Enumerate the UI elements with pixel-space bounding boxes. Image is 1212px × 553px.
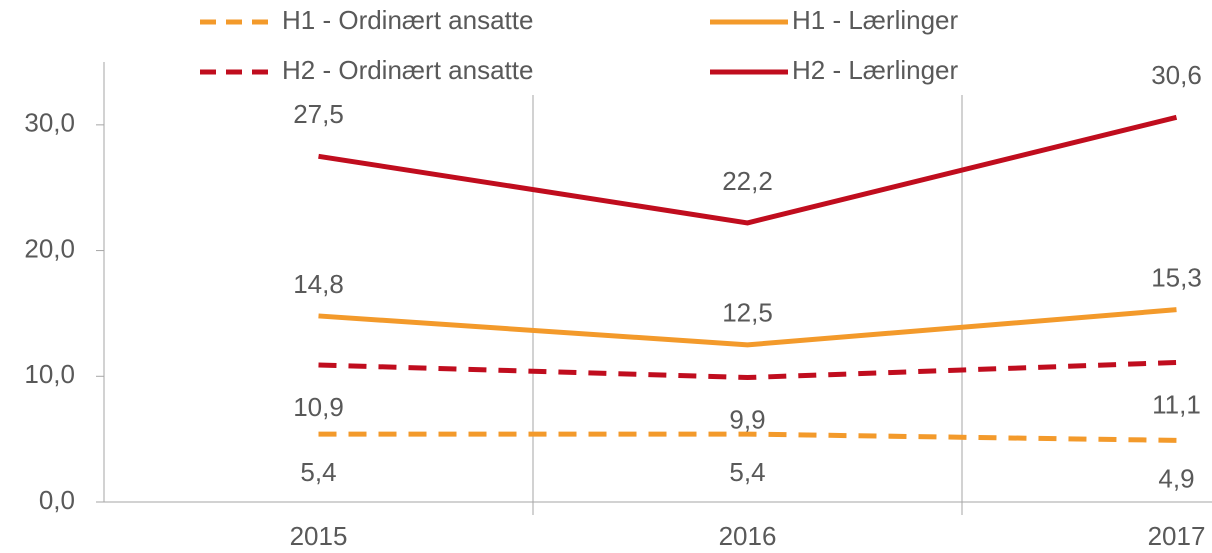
series-line — [318, 359, 1177, 381]
series-line — [318, 431, 1177, 443]
data-label: 5,4 — [729, 457, 765, 487]
data-label: 14,8 — [293, 269, 344, 299]
y-tick-label: 30,0 — [24, 108, 75, 138]
data-label: 22,2 — [722, 166, 773, 196]
data-label: 10,9 — [293, 392, 344, 422]
x-tick-label: 2017 — [1148, 521, 1206, 551]
data-label: 5,4 — [300, 457, 336, 487]
data-label: 27,5 — [293, 99, 344, 129]
series-line — [318, 307, 1177, 348]
data-label: 30,6 — [1151, 60, 1202, 90]
legend-label: H1 - Lærlinger — [792, 5, 959, 35]
data-label: 15,3 — [1151, 263, 1202, 293]
legend-label: H2 - Ordinært ansatte — [282, 55, 533, 85]
x-tick-label: 2016 — [719, 521, 777, 551]
data-label: 9,9 — [729, 404, 765, 434]
data-label: 11,1 — [1152, 389, 1201, 419]
y-tick-label: 0,0 — [39, 485, 75, 515]
legend-label: H2 - Lærlinger — [792, 55, 959, 85]
legend-label: H1 - Ordinært ansatte — [282, 5, 533, 35]
y-tick-label: 20,0 — [24, 233, 75, 263]
data-label: 12,5 — [722, 298, 773, 328]
data-label: 4,9 — [1158, 463, 1194, 493]
x-tick-label: 2015 — [290, 521, 348, 551]
y-tick-label: 10,0 — [24, 359, 75, 389]
series-line — [318, 114, 1178, 226]
